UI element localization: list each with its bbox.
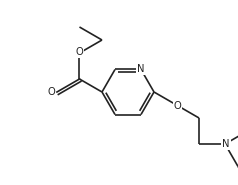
Text: O: O — [47, 87, 55, 97]
Text: N: N — [137, 65, 145, 75]
Text: N: N — [222, 139, 230, 149]
Text: O: O — [76, 47, 83, 57]
Text: O: O — [174, 101, 181, 111]
